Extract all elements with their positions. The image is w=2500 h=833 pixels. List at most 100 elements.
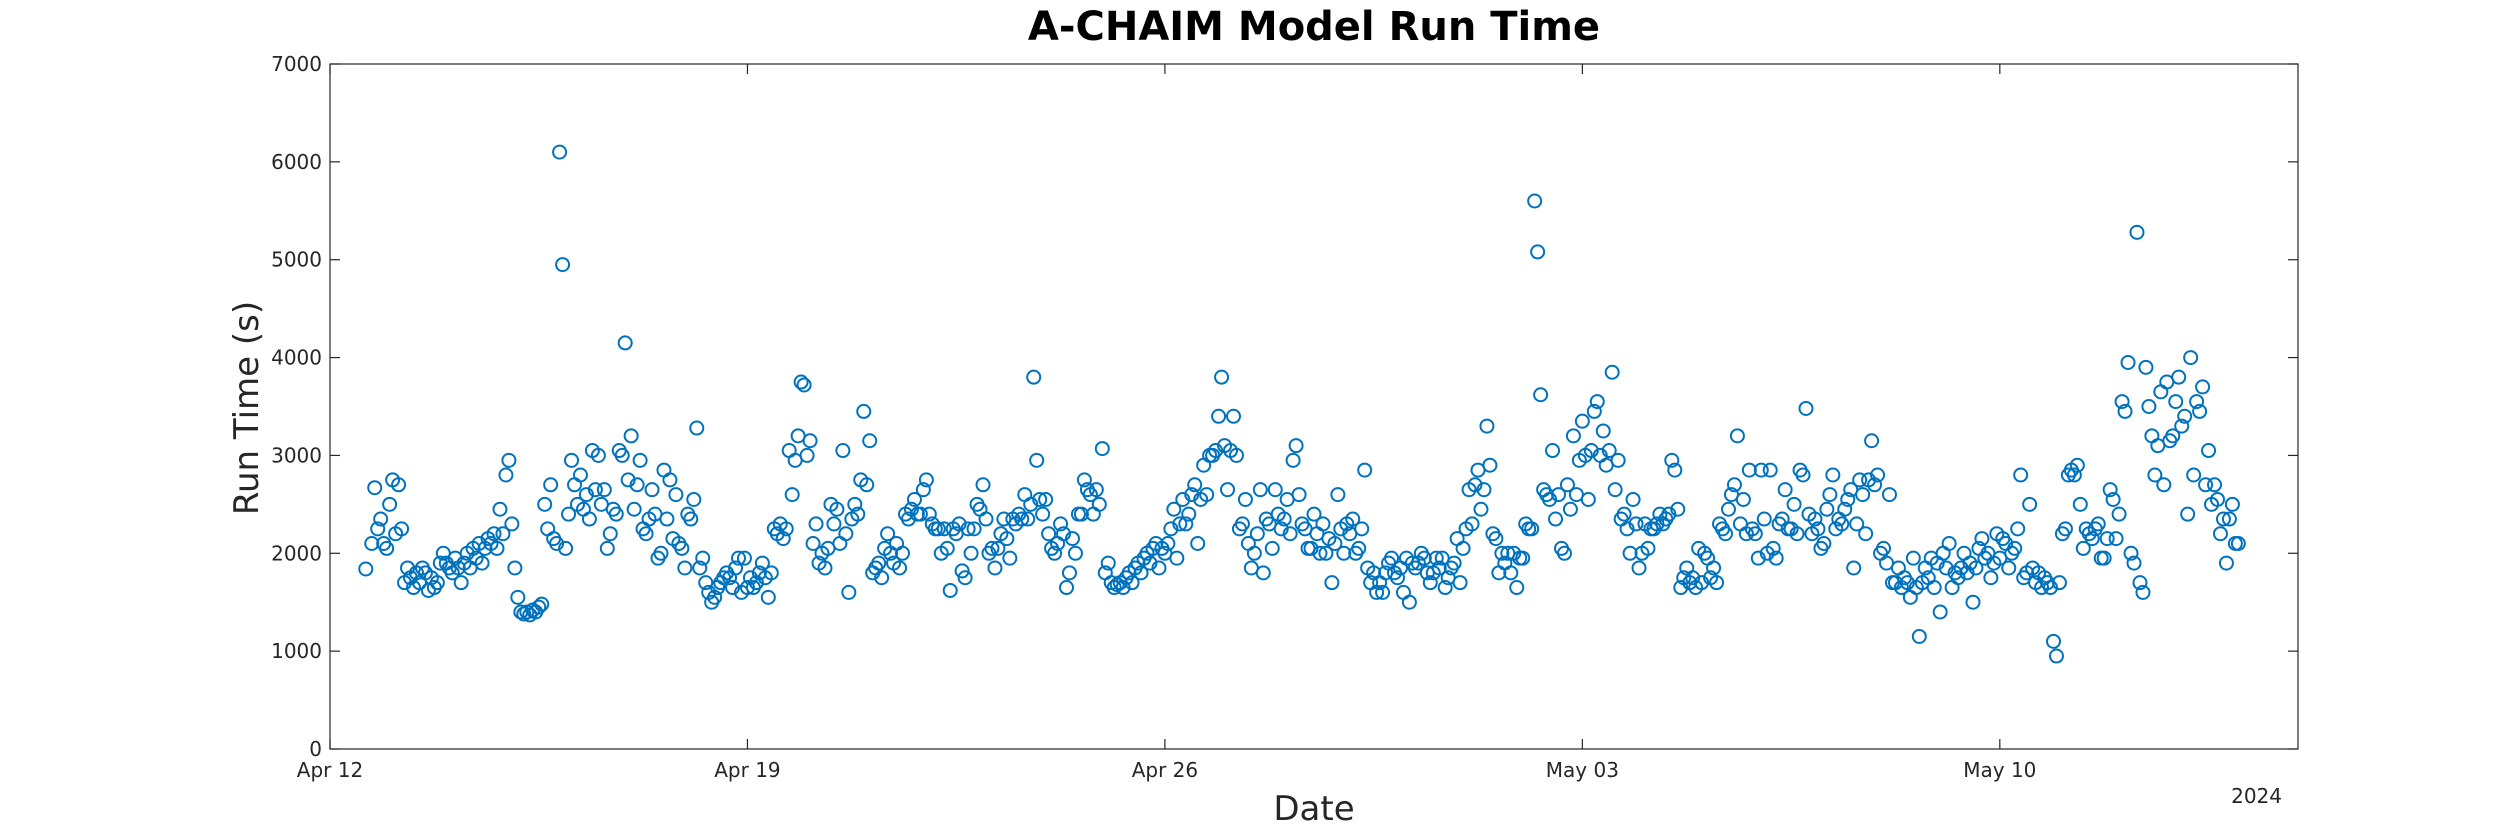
data-point xyxy=(1172,516,1188,532)
data-point xyxy=(775,531,791,547)
data-point xyxy=(1184,487,1200,503)
data-point xyxy=(1446,555,1462,571)
data-point xyxy=(1187,477,1203,493)
data-point xyxy=(429,575,445,591)
data-point xyxy=(1029,452,1045,468)
data-point xyxy=(1351,540,1367,556)
data-point xyxy=(835,443,851,459)
data-point xyxy=(474,555,490,571)
data-point xyxy=(921,506,937,522)
data-point xyxy=(391,477,407,493)
data-point xyxy=(1586,403,1602,419)
data-point xyxy=(963,545,979,561)
y-tick-label: 5000 xyxy=(271,248,322,272)
data-point xyxy=(2111,506,2127,522)
data-point xyxy=(644,482,660,498)
data-point xyxy=(1661,506,1677,522)
data-point xyxy=(725,580,741,596)
data-point xyxy=(2156,477,2172,493)
data-point xyxy=(1604,364,1620,380)
data-point xyxy=(510,589,526,605)
data-point xyxy=(2126,555,2142,571)
data-point xyxy=(2180,506,2196,522)
data-point xyxy=(957,570,973,586)
data-point xyxy=(1628,516,1644,532)
data-point xyxy=(2096,550,2112,566)
data-point xyxy=(1664,452,1680,468)
data-point xyxy=(1750,550,1766,566)
data-point xyxy=(918,472,934,488)
data-point xyxy=(1211,408,1227,424)
data-point xyxy=(859,477,875,493)
data-point xyxy=(912,506,928,522)
data-point xyxy=(841,584,857,600)
data-point xyxy=(707,589,723,605)
data-point xyxy=(1228,447,1244,463)
data-point xyxy=(1067,545,1083,561)
data-point xyxy=(1169,550,1185,566)
data-point xyxy=(1476,482,1492,498)
data-point xyxy=(1673,580,1689,596)
data-point xyxy=(1291,487,1307,503)
data-point xyxy=(1622,545,1638,561)
data-point xyxy=(1515,550,1531,566)
data-point xyxy=(1252,482,1268,498)
data-point xyxy=(623,428,639,444)
chart-title: A-CHAIM Model Run Time xyxy=(1028,4,1600,50)
x-tick-label: May 10 xyxy=(1963,758,2036,782)
data-point xyxy=(1542,491,1558,507)
data-point xyxy=(558,540,574,556)
data-point xyxy=(1032,491,1048,507)
data-point xyxy=(1607,482,1623,498)
data-point xyxy=(2090,516,2106,532)
data-point xyxy=(1798,400,1814,416)
data-point xyxy=(668,487,684,503)
data-point xyxy=(1694,575,1710,591)
data-point xyxy=(1464,516,1480,532)
data-point xyxy=(1822,487,1838,503)
data-point xyxy=(1548,511,1564,527)
data-point xyxy=(638,526,654,542)
data-point xyxy=(1551,487,1567,503)
data-point xyxy=(2045,633,2061,649)
data-point xyxy=(1285,452,1301,468)
data-point xyxy=(2057,521,2073,537)
data-point xyxy=(942,582,958,598)
data-point xyxy=(2168,394,2184,410)
data-point xyxy=(695,550,711,566)
data-point xyxy=(847,496,863,512)
data-point xyxy=(1562,501,1578,517)
data-point xyxy=(677,560,693,576)
data-point xyxy=(2165,428,2181,444)
data-point xyxy=(531,599,547,615)
data-point xyxy=(1064,531,1080,547)
data-point xyxy=(486,526,502,542)
data-point xyxy=(504,516,520,532)
data-point xyxy=(1899,575,1915,591)
data-point xyxy=(1214,369,1230,385)
data-point xyxy=(2207,477,2223,493)
data-point xyxy=(379,540,395,556)
data-point xyxy=(1729,428,1745,444)
data-point xyxy=(489,540,505,556)
data-point xyxy=(1807,511,1823,527)
data-point xyxy=(862,433,878,449)
data-point xyxy=(1094,441,1110,457)
data-point xyxy=(808,516,824,532)
data-point xyxy=(1941,536,1957,551)
year-label: 2024 xyxy=(2231,784,2282,808)
data-point xyxy=(1983,570,1999,586)
data-point xyxy=(1220,482,1236,498)
data-point xyxy=(1389,570,1405,586)
data-point xyxy=(2001,560,2017,576)
data-point xyxy=(1264,540,1280,556)
plot-frame xyxy=(329,63,2299,750)
data-point xyxy=(1178,516,1194,532)
data-point xyxy=(1369,584,1385,600)
data-point xyxy=(534,596,550,612)
data-point xyxy=(498,467,514,483)
data-point xyxy=(763,565,779,581)
y-tick-label: 3000 xyxy=(271,443,322,467)
data-point xyxy=(1870,467,1886,483)
data-point xyxy=(1837,501,1853,517)
